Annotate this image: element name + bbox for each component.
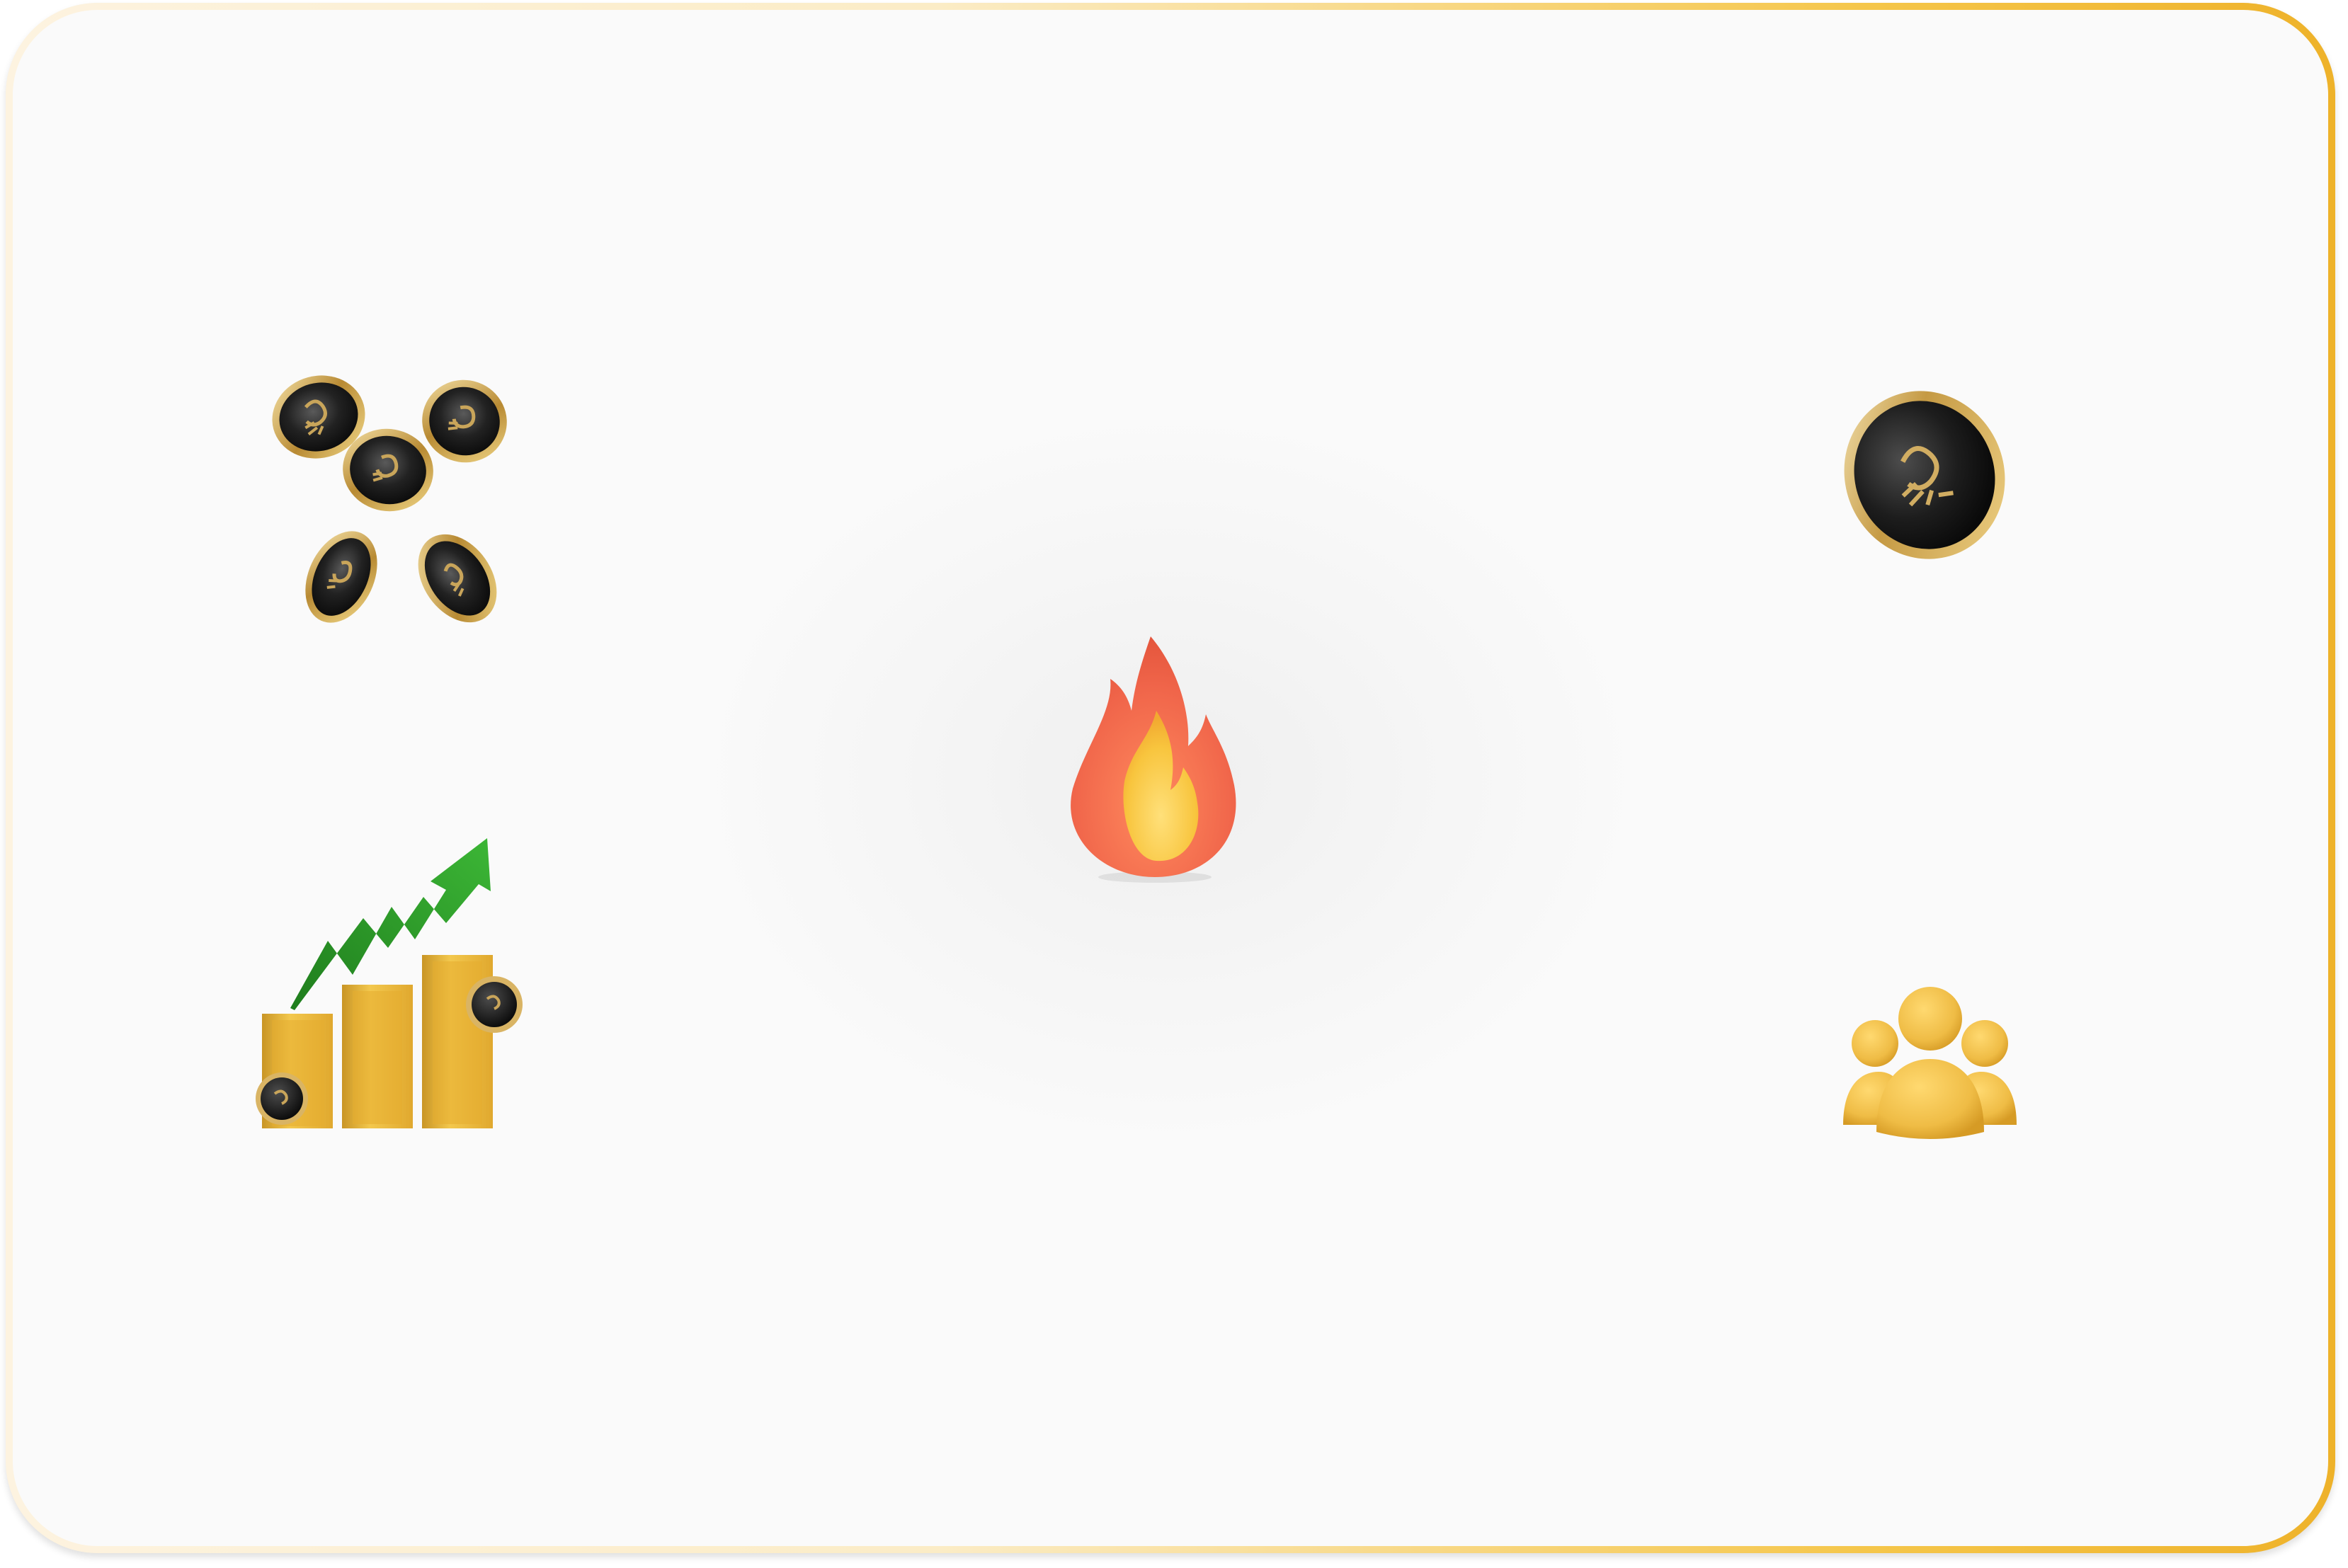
scattered-coins-icon (268, 367, 523, 633)
community-icon (1840, 987, 2020, 1143)
coin-icon (1840, 389, 2010, 562)
feature-card (6, 3, 2335, 1553)
fire-icon (1064, 633, 1245, 884)
growth-chart-icon (253, 835, 523, 1132)
